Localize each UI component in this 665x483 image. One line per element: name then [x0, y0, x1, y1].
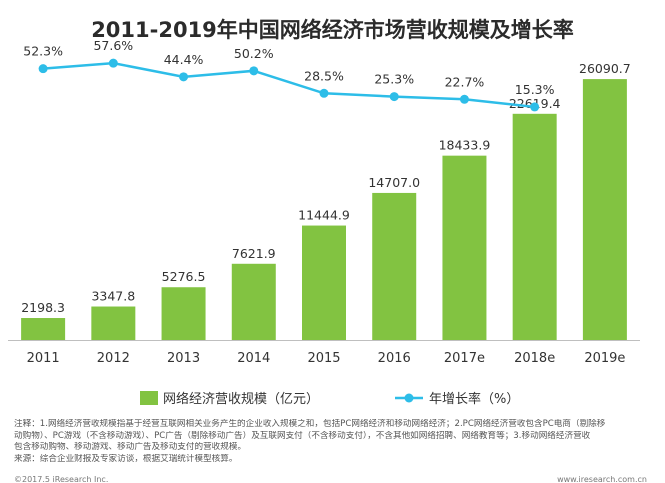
x-tick-label: 2013: [167, 351, 200, 366]
x-tick-label: 2011: [27, 351, 60, 366]
growth-value-label: 15.3%: [515, 82, 555, 97]
bar-2017e: [442, 155, 487, 340]
legend-bar-label: 网络经济营收规模（亿元）: [163, 391, 319, 407]
bar-2015: [302, 225, 346, 340]
bar-value-label: 18433.9: [439, 138, 491, 153]
growth-point: [38, 64, 48, 74]
growth-point: [108, 58, 118, 68]
growth-line: [43, 61, 535, 109]
growth-point: [319, 88, 329, 98]
growth-value-label: 22.7%: [445, 74, 485, 89]
growth-value-label: 28.5%: [304, 68, 344, 83]
growth-value-label: 44.4%: [164, 52, 204, 67]
bar-value-label: 5276.5: [162, 269, 206, 284]
growth-value-label: 57.6%: [93, 38, 133, 53]
x-tick-label: 2012: [97, 351, 130, 366]
bar-2016: [372, 192, 417, 340]
source-line: 来源：综合企业财报及专家访谈，根据艾瑞统计模型核算。: [14, 453, 238, 464]
bar-2012: [91, 306, 136, 340]
bar-2019e: [582, 79, 627, 340]
bar-value-label: 26090.7: [579, 61, 631, 76]
x-tick-label: 2019e: [584, 351, 625, 366]
note-line: 注释：1.网络经济营收规模指基于经营互联网相关业务产生的企业收入规模之和，包括P…: [14, 419, 606, 429]
chart-title: 2011-2019年中国网络经济市场营收规模及增长率: [91, 18, 574, 42]
copyright-text: ©2017.5 iResearch Inc.: [14, 475, 109, 483]
legend-line-marker: [404, 393, 414, 403]
growth-point: [249, 66, 259, 76]
notes-block: 注释：1.网络经济营收规模指基于经营互联网相关业务产生的企业收入规模之和，包括P…: [14, 419, 654, 465]
bar-value-label: 14707.0: [368, 175, 420, 190]
growth-value-label: 50.2%: [234, 46, 274, 61]
x-tick-label: 2018e: [514, 351, 555, 366]
bar-value-label: 11444.9: [298, 208, 350, 223]
x-tick-label: 2015: [307, 351, 340, 366]
bar-2011: [21, 318, 66, 340]
growth-point: [389, 92, 399, 102]
bar-2018e: [512, 113, 557, 340]
website-text: www.iresearch.com.cn: [557, 475, 647, 483]
growth-point: [179, 72, 189, 82]
note-line: 动购物）、PC游戏（不含移动游戏）、PC广告（剔除移动广告）及互联网支付（不含移…: [14, 430, 591, 441]
bar-2014: [231, 263, 276, 340]
x-tick-label: 2016: [378, 351, 411, 366]
bar-value-label: 7621.9: [232, 246, 276, 261]
legend-line-label: 年增长率（%）: [429, 391, 519, 407]
growth-point: [530, 102, 540, 112]
x-tick-label: 2017e: [444, 351, 485, 366]
chart-area: 2198.3 3347.8 5276.5 7621.9 11444.9 14707.0 18…: [8, 38, 640, 407]
growth-point: [459, 94, 469, 104]
note-line: 包含移动购物、移动游戏、移动广告及移动支付的营收规模。: [14, 442, 247, 452]
bar-2013: [161, 287, 206, 340]
legend-bar-swatch: [140, 391, 158, 405]
bar-value-label: 3347.8: [91, 289, 135, 304]
growth-value-label: 25.3%: [374, 72, 414, 87]
growth-value-label: 52.3%: [23, 44, 63, 59]
bar-value-label: 2198.3: [21, 300, 65, 315]
x-tick-label: 2014: [237, 351, 270, 366]
